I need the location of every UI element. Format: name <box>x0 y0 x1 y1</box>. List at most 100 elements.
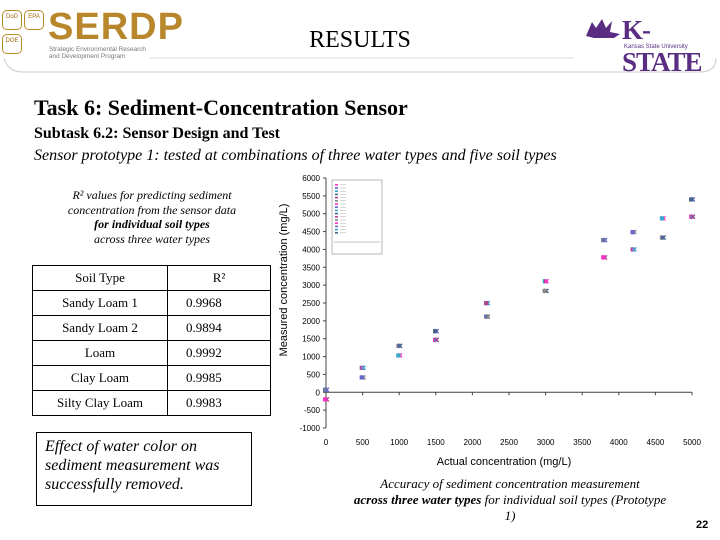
x-tick-label: 2000 <box>464 438 482 447</box>
soil-type-cell: Sandy Loam 2 <box>32 315 168 341</box>
legend-swatch <box>335 187 338 189</box>
soil-type-cell: Loam <box>32 340 168 366</box>
x-tick-label: 4500 <box>647 438 665 447</box>
r2-value-cell: 0.9968 <box>167 290 271 316</box>
header-soil-type: Soil Type <box>32 265 168 291</box>
x-tick-label: 3500 <box>573 438 591 447</box>
legend-swatch <box>335 219 338 221</box>
conclusion-box: Effect of water color on sediment measur… <box>36 432 252 506</box>
chart-legend <box>331 179 383 255</box>
data-point <box>602 237 608 243</box>
caption-text: for individual soil types (Prototype 1) <box>481 492 667 523</box>
r2-description: R² values for predicting sediment concen… <box>32 188 272 246</box>
data-point <box>360 365 366 371</box>
x-tick-label: 4000 <box>610 438 628 447</box>
y-tick-label: 5000 <box>302 210 320 219</box>
y-tick-label: 3000 <box>302 281 320 290</box>
caption-emphasis: across three water types <box>353 492 482 507</box>
scatter-chart: -1000 -500 0 500 1000 1500 2000 2500 3000 3500 400… <box>278 174 701 468</box>
serdp-logo-text: SERDP <box>48 6 184 48</box>
data-point <box>630 230 635 235</box>
r2-description-line: R² values for predicting sediment <box>72 188 232 202</box>
slide-title: RESULTS <box>309 27 411 53</box>
r2-description-line: across three water types <box>93 231 211 246</box>
legend-swatch <box>335 209 338 212</box>
x-tick-label: 0 <box>324 438 329 447</box>
data-point <box>485 314 491 320</box>
epa-logo: EPA <box>24 10 44 30</box>
data-point <box>631 247 637 252</box>
x-tick-label: 1000 <box>390 438 408 447</box>
soil-type-cell: Sandy Loam 1 <box>32 290 168 316</box>
legend-swatch <box>335 225 338 228</box>
y-tick-label: 5500 <box>302 192 320 201</box>
y-tick-label: 4500 <box>302 228 320 237</box>
legend-swatch <box>335 212 338 215</box>
table-row: Sandy Loam 2 0.9894 <box>32 315 271 341</box>
subtask-heading: Subtask 6.2: Sensor Design and Test <box>34 125 281 142</box>
y-tick-label: 4000 <box>302 245 320 254</box>
legend-swatch <box>335 200 338 202</box>
dod-logo: DoD <box>2 10 22 30</box>
table-row: Clay Loam 0.9985 <box>32 365 271 391</box>
y-tick-label: -1000 <box>300 424 321 433</box>
data-point <box>397 343 403 349</box>
y-tick-label: 500 <box>307 370 321 379</box>
legend-swatch <box>335 232 338 234</box>
x-tick-label: 2500 <box>500 438 518 447</box>
data-point <box>661 235 666 241</box>
r2-table: Soil Type R² Sandy Loam 1 0.9968 Sandy L… <box>32 265 271 416</box>
y-tick-label: 2000 <box>302 317 320 326</box>
table-row: Silty Clay Loam 0.9983 <box>32 390 271 416</box>
x-tick-label: 1500 <box>427 438 445 447</box>
serdp-logo-subtitle: Strategic Environmental Research and Dev… <box>49 46 146 60</box>
chart-points <box>323 197 696 402</box>
y-tick-label: 0 <box>316 388 321 397</box>
legend-swatch <box>335 203 338 205</box>
data-point <box>543 278 549 284</box>
chart-caption: Accuracy of sediment concentration measu… <box>350 476 670 524</box>
y-tick-label: 6000 <box>302 174 320 183</box>
kstate-logo-subtitle: Kansas State University <box>624 44 688 50</box>
y-tick-label: 3500 <box>302 263 320 272</box>
serdp-logo: SERDP Strategic Environmental Research a… <box>48 6 183 66</box>
data-point <box>434 337 440 343</box>
data-point <box>324 387 330 393</box>
r2-value-cell: 0.9983 <box>167 390 271 416</box>
y-tick-label: -500 <box>304 406 321 415</box>
table-header-row: Soil Type R² <box>32 265 271 291</box>
x-tick-label: 5000 <box>683 438 701 447</box>
doe-logo: DOE <box>2 34 22 54</box>
y-tick-label: 1500 <box>302 335 320 344</box>
data-point <box>396 353 401 358</box>
task-heading: Task 6: Sediment-Concentration Sensor <box>34 95 408 120</box>
r2-description-line: concentration from the sensor data <box>67 202 237 217</box>
header-r2: R² <box>167 265 271 291</box>
soil-type-cell: Clay Loam <box>32 365 168 391</box>
x-tick-label: 500 <box>356 438 370 447</box>
y-tick-label: 2500 <box>302 299 320 308</box>
data-point <box>601 255 606 260</box>
prototype-description: Sensor prototype 1: tested at combinatio… <box>34 147 557 164</box>
legend-swatch <box>335 196 338 199</box>
legend-swatch <box>335 228 338 231</box>
legend-swatch <box>335 190 338 192</box>
data-point <box>542 288 547 293</box>
table-row: Loam 0.9992 <box>32 340 271 366</box>
legend-swatch <box>335 206 338 208</box>
legend-swatch <box>335 222 338 224</box>
r2-value-cell: 0.9992 <box>167 340 271 366</box>
r2-description-line: for individual soil types <box>94 217 210 231</box>
wildcat-icon <box>586 19 620 38</box>
agency-logos: DoD EPA DOE <box>0 8 46 58</box>
x-axis-label: Actual concentration (mg/L) <box>437 456 572 468</box>
slide-header: DoD EPA DOE SERDP Strategic Environmenta… <box>0 0 720 88</box>
y-tick-label: 1000 <box>302 353 320 362</box>
y-axis-label: Measured concentration (mg/L) <box>278 204 290 357</box>
data-point <box>689 197 694 202</box>
x-tick-label: 3000 <box>537 438 555 447</box>
data-point <box>359 375 364 380</box>
data-point <box>690 214 696 220</box>
caption-text: Accuracy of sediment concentration measu… <box>380 476 640 491</box>
slide-number: 22 <box>696 519 709 531</box>
